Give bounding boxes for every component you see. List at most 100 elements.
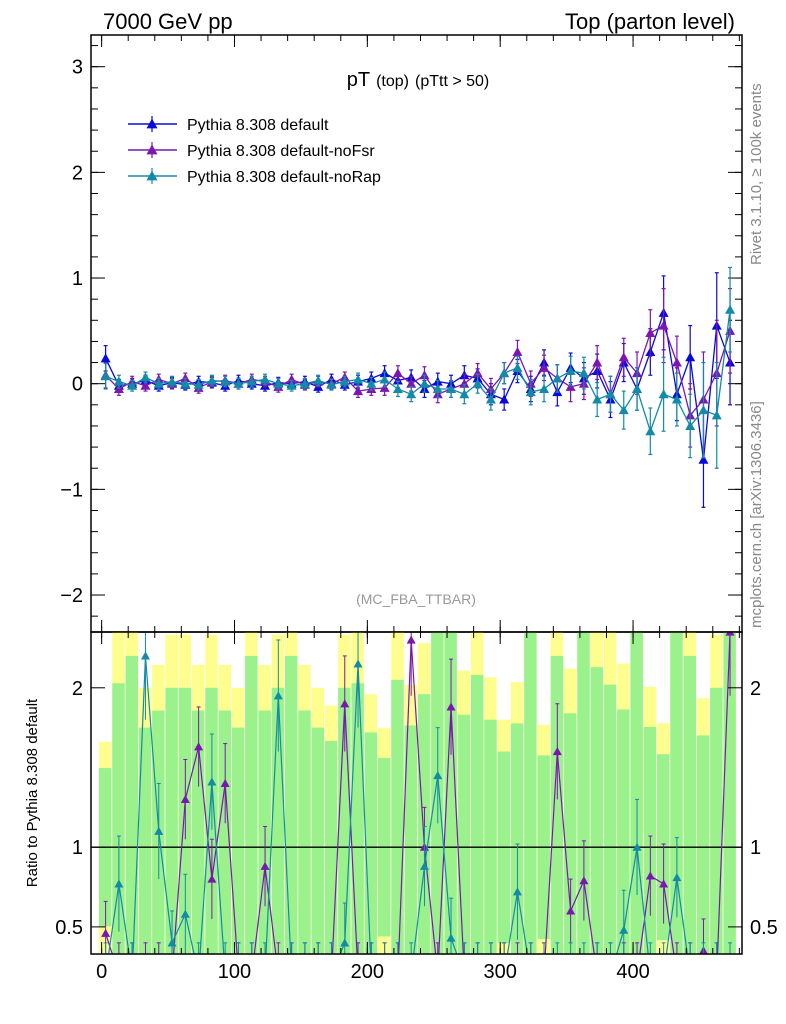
ratio-data-point	[579, 970, 588, 978]
ratio-data-point	[419, 861, 429, 870]
data-point	[206, 375, 217, 385]
ratio-data-point	[686, 970, 695, 978]
ratio-band-inner	[617, 709, 630, 954]
ratio-data-point	[194, 742, 204, 751]
data-point	[167, 376, 178, 386]
ratio-data-point	[207, 777, 217, 786]
ratio-data-point	[141, 970, 150, 978]
data-point	[379, 374, 390, 384]
data-point	[685, 420, 696, 430]
ratio-data-point	[273, 691, 283, 700]
ratio-data-point	[512, 887, 522, 896]
data-point	[353, 374, 364, 384]
data-point	[299, 378, 310, 388]
ratio-y-tick-label-right: 1	[750, 837, 761, 859]
data-point	[645, 426, 656, 436]
data-point	[313, 375, 324, 385]
ratio-band-inner	[245, 655, 258, 954]
data-point	[392, 383, 403, 393]
data-point	[100, 353, 111, 363]
ratio-band-inner	[298, 710, 311, 954]
series-2	[100, 287, 736, 448]
ratio-band-inner	[710, 687, 723, 954]
analysis-watermark: (MC_FBA_TTBAR)	[356, 591, 476, 607]
ratio-data-point	[579, 876, 589, 885]
ratio-band-inner	[391, 679, 404, 954]
ratio-data-point	[327, 970, 336, 978]
data-point	[512, 362, 523, 372]
data-point	[658, 389, 669, 399]
ratio-data-point	[686, 970, 695, 978]
ratio-data-point	[406, 635, 416, 644]
ratio-data-point	[287, 970, 296, 978]
ratio-data-point	[725, 632, 735, 636]
legend-marker	[146, 170, 158, 181]
ratio-data-point	[699, 970, 708, 978]
data-point	[499, 394, 510, 404]
ratio-plot-axes: 0.5 0.5 1 1 2 2 0 100 200 300 400	[55, 632, 778, 983]
data-point	[592, 357, 603, 367]
data-point	[658, 320, 669, 330]
data-point	[565, 366, 576, 376]
ratio-data-point	[645, 871, 655, 880]
ratio-data-point	[659, 970, 668, 978]
plot-title-cut: (pTtt > 50)	[415, 73, 489, 90]
main-plot-axes: −2 −1 0 1 2 3	[60, 35, 742, 632]
data-point	[698, 454, 709, 464]
x-tick-label: 100	[218, 961, 251, 983]
ratio-plot-panel: 0.5 0.5 1 1 2 2 0 100 200 300 400 Ratio to Pythia …	[24, 631, 778, 983]
ratio-band-inner	[696, 735, 710, 954]
x-tick-label: 200	[351, 961, 384, 983]
data-point	[685, 352, 696, 362]
data-point	[140, 380, 151, 390]
ratio-band-inner	[125, 655, 139, 954]
data-point	[552, 373, 563, 383]
header-right: Top (parton level)	[565, 9, 735, 34]
ratio-data-point	[140, 651, 150, 660]
data-point	[406, 389, 417, 399]
ratio-data-point	[353, 659, 363, 668]
ratio-data-point	[619, 925, 629, 934]
ratio-band-inner	[524, 632, 537, 954]
y-tick-label: 0	[72, 374, 83, 396]
data-point	[419, 378, 430, 388]
ratio-band-inner	[630, 632, 643, 954]
ratio-data-point	[726, 970, 735, 978]
x-tick-label: 300	[484, 961, 517, 983]
ratio-band-inner	[603, 684, 617, 954]
ratio-data-point	[340, 938, 350, 947]
ratio-data-point	[566, 906, 576, 915]
y-tick-label: 3	[72, 57, 83, 79]
data-point	[472, 368, 483, 378]
ratio-data-point	[260, 861, 270, 870]
data-point	[592, 394, 603, 404]
ratio-data-point	[672, 872, 682, 882]
ratio-band-inner	[457, 714, 471, 954]
ratio-data-point	[327, 970, 336, 978]
ratio-y-tick-label: 2	[72, 678, 83, 700]
data-point	[618, 405, 629, 415]
ratio-data-point	[566, 970, 575, 978]
ratio-data-point	[632, 842, 642, 851]
data-point	[100, 371, 111, 381]
header-left: 7000 GeV pp	[103, 9, 233, 34]
ratio-y-tick-label: 0.5	[55, 917, 83, 939]
data-point	[459, 378, 470, 388]
ratio-data-point	[101, 928, 111, 937]
y-tick-label: −1	[60, 479, 83, 501]
data-point	[578, 368, 589, 378]
ratio-data-point	[194, 970, 203, 978]
ratio-band-inner	[670, 632, 683, 954]
ratio-data-point	[540, 970, 549, 978]
data-point	[446, 383, 457, 393]
ratio-data-point	[659, 879, 669, 888]
data-point	[153, 378, 164, 388]
data-point	[671, 394, 682, 404]
ratio-band-inner	[683, 655, 697, 954]
ratio-data-point	[606, 970, 615, 978]
ratio-band-inner	[444, 632, 457, 954]
ratio-data-point	[167, 938, 177, 947]
ratio-data-point	[393, 970, 402, 978]
legend-label: Pythia 8.308 default	[187, 117, 329, 134]
